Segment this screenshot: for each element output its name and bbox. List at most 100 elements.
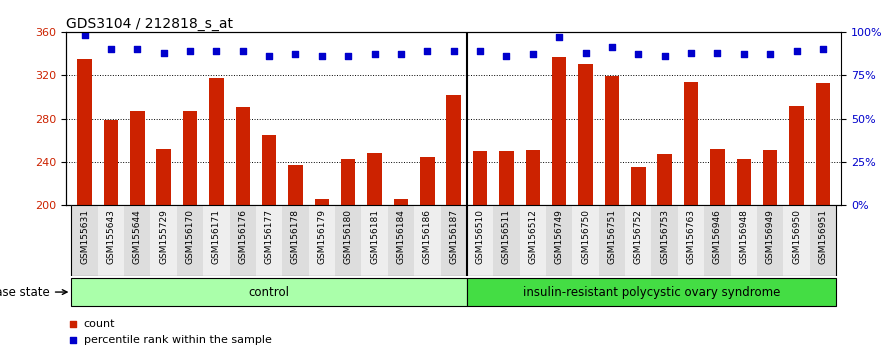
Point <box>710 50 724 56</box>
Point <box>66 337 79 343</box>
Text: GSM156763: GSM156763 <box>686 209 695 264</box>
Bar <box>151 205 177 276</box>
Bar <box>783 205 810 276</box>
Bar <box>157 149 171 205</box>
Bar <box>763 150 777 205</box>
Text: GSM156181: GSM156181 <box>370 209 379 264</box>
Bar <box>262 135 277 205</box>
Text: percentile rank within the sample: percentile rank within the sample <box>84 335 271 345</box>
Point <box>394 52 408 57</box>
Text: GSM156180: GSM156180 <box>344 209 352 264</box>
Text: GSM156750: GSM156750 <box>581 209 590 264</box>
Bar <box>440 205 467 276</box>
Point <box>763 52 777 57</box>
Text: GSM156178: GSM156178 <box>291 209 300 264</box>
Text: GSM156753: GSM156753 <box>660 209 670 264</box>
Bar <box>473 151 487 205</box>
Bar <box>124 205 151 276</box>
Point <box>816 46 830 52</box>
Bar <box>388 205 414 276</box>
Bar <box>414 205 440 276</box>
Bar <box>552 57 566 205</box>
Bar <box>204 205 230 276</box>
Text: GDS3104 / 212818_s_at: GDS3104 / 212818_s_at <box>66 17 233 31</box>
Text: GSM156187: GSM156187 <box>449 209 458 264</box>
Bar <box>651 205 677 276</box>
Point <box>737 52 751 57</box>
Bar <box>104 120 118 205</box>
Point <box>420 48 434 54</box>
Bar <box>230 205 256 276</box>
Bar <box>78 59 92 205</box>
Text: GSM156510: GSM156510 <box>476 209 485 264</box>
Bar <box>361 205 388 276</box>
Bar <box>394 199 408 205</box>
Text: count: count <box>84 319 115 329</box>
Point <box>183 48 197 54</box>
Bar <box>526 150 540 205</box>
Bar <box>341 159 356 205</box>
Bar <box>182 111 197 205</box>
Bar <box>130 111 144 205</box>
Bar <box>810 205 836 276</box>
Point <box>473 48 487 54</box>
Point <box>130 46 144 52</box>
Bar <box>546 205 573 276</box>
Point <box>632 52 646 57</box>
Bar <box>578 64 593 205</box>
Text: GSM156751: GSM156751 <box>607 209 617 264</box>
Bar <box>710 149 725 205</box>
Bar <box>520 205 546 276</box>
Point <box>500 53 514 59</box>
Bar <box>420 156 434 205</box>
Text: GSM156951: GSM156951 <box>818 209 827 264</box>
Text: GSM156170: GSM156170 <box>186 209 195 264</box>
Point <box>579 50 593 56</box>
Bar <box>493 205 520 276</box>
Bar <box>335 205 361 276</box>
Bar <box>467 205 493 276</box>
Bar <box>256 205 282 276</box>
Bar <box>604 76 619 205</box>
Point <box>526 52 540 57</box>
Bar <box>98 205 124 276</box>
Bar <box>626 205 651 276</box>
Bar <box>737 159 751 205</box>
Bar <box>657 154 672 205</box>
Point <box>341 53 355 59</box>
Text: GSM156171: GSM156171 <box>212 209 221 264</box>
Point <box>66 321 79 327</box>
Point <box>684 50 698 56</box>
Text: GSM155729: GSM155729 <box>159 209 168 264</box>
Bar <box>447 95 461 205</box>
Point <box>236 48 250 54</box>
Text: GSM156179: GSM156179 <box>317 209 326 264</box>
Text: GSM156946: GSM156946 <box>713 209 722 264</box>
Text: disease state: disease state <box>0 286 67 298</box>
Bar <box>282 205 308 276</box>
Bar <box>235 107 250 205</box>
Text: GSM156512: GSM156512 <box>529 209 537 264</box>
Bar <box>467 278 836 307</box>
Text: GSM156511: GSM156511 <box>502 209 511 264</box>
Text: GSM156752: GSM156752 <box>633 209 643 264</box>
Bar <box>789 105 803 205</box>
Bar <box>308 205 335 276</box>
Point <box>157 50 171 56</box>
Text: GSM156949: GSM156949 <box>766 209 774 264</box>
Bar <box>599 205 626 276</box>
Bar <box>631 167 646 205</box>
Point <box>104 46 118 52</box>
Bar <box>209 79 224 205</box>
Point <box>552 34 566 40</box>
Bar <box>704 205 730 276</box>
Point <box>657 53 671 59</box>
Text: GSM156948: GSM156948 <box>739 209 748 264</box>
Point <box>367 52 381 57</box>
Point <box>447 48 461 54</box>
Bar <box>573 205 599 276</box>
Bar <box>288 165 303 205</box>
Text: control: control <box>248 286 290 298</box>
Text: GSM156186: GSM156186 <box>423 209 432 264</box>
Text: insulin-resistant polycystic ovary syndrome: insulin-resistant polycystic ovary syndr… <box>522 286 781 298</box>
